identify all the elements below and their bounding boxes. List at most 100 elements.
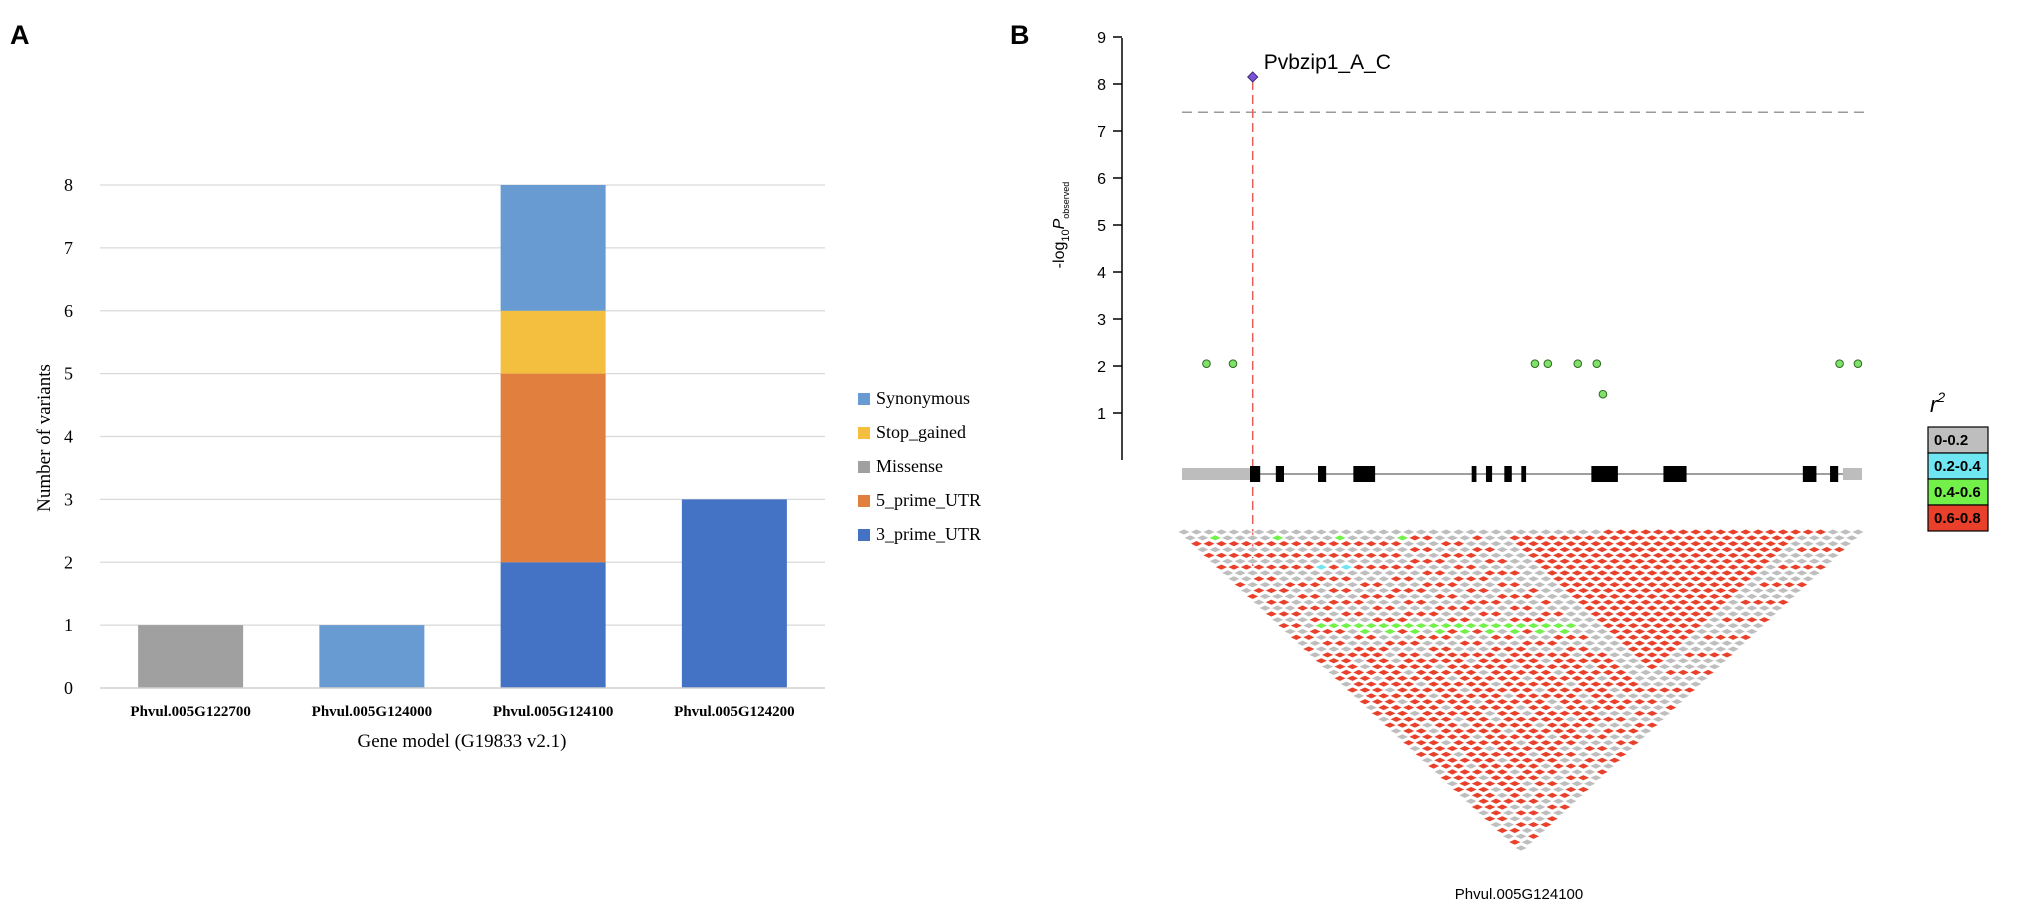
ld-cell [1576, 552, 1591, 559]
ld-cell [1532, 733, 1547, 741]
ld-cell [1258, 534, 1273, 542]
ld-cell [1663, 680, 1678, 688]
ld-cell [1526, 587, 1541, 594]
ld-cell [1520, 838, 1535, 846]
ld-cell [1289, 528, 1304, 536]
ld-cell [1208, 546, 1223, 553]
ld-cell [1283, 604, 1298, 612]
ld-cell [1457, 768, 1472, 776]
ld-cell [1482, 569, 1497, 577]
ld-cell [1738, 575, 1753, 583]
ld-cell [1570, 710, 1585, 717]
ld-cell [1233, 581, 1248, 588]
x-axis-title: Gene model (G19833 v2.1) [358, 731, 567, 752]
ld-cell [1258, 569, 1273, 577]
ld-cell [1682, 616, 1697, 624]
ld-cell [1701, 528, 1716, 536]
ld-cell [1701, 657, 1716, 664]
ld-cell [1576, 716, 1591, 723]
ld-cell [1588, 645, 1603, 653]
snp-points [1202, 71, 1863, 399]
ld-cell [1489, 751, 1503, 758]
ld-cell [1389, 716, 1404, 723]
ld-cell [1557, 581, 1572, 588]
ld-cell [1738, 587, 1753, 594]
ld-cell [1520, 546, 1535, 553]
ld-cell [1345, 616, 1360, 624]
ld-cell [1744, 604, 1759, 612]
ld-cell [1445, 616, 1460, 624]
bar-segment [500, 562, 606, 688]
ld-cell [1726, 645, 1741, 653]
ld-cell [1526, 669, 1541, 676]
bars [138, 185, 787, 688]
ld-cell [1326, 645, 1341, 653]
ld-cell [1339, 669, 1354, 676]
ld-cell [1682, 686, 1697, 694]
ld-cell [1651, 692, 1666, 700]
ld-cell [1545, 616, 1560, 624]
ld-cell [1613, 610, 1628, 618]
gene-exon [1250, 466, 1261, 482]
ld-cell [1202, 528, 1216, 536]
ld-cell [1364, 634, 1379, 641]
ld-cell [1676, 598, 1691, 606]
ld-cell [1301, 598, 1316, 606]
ld-cell [1732, 546, 1747, 553]
ld-cell [1651, 622, 1666, 629]
ld-cell [1470, 558, 1485, 565]
ld-cell [1551, 727, 1566, 735]
ld-cell [1251, 575, 1266, 583]
ld-cell [1389, 598, 1404, 606]
ld-cell [1370, 593, 1385, 600]
ld-cell [1532, 686, 1547, 694]
ld-cell [1407, 721, 1422, 729]
ld-cell [1526, 797, 1541, 805]
ld-cell [1532, 628, 1547, 635]
ld-cell [1289, 563, 1304, 571]
ld-cell [1382, 546, 1397, 553]
ld-cell [1582, 558, 1597, 565]
ld-cell [1258, 593, 1273, 600]
ld-cell [1464, 645, 1479, 653]
ld-cell [1595, 745, 1610, 752]
ld-cell [1551, 587, 1566, 594]
ld-cell [1576, 540, 1591, 547]
ld-cell [1557, 780, 1572, 787]
ld-cell [1570, 698, 1585, 705]
ld-cell [1713, 598, 1728, 606]
ld-cell [1532, 768, 1547, 776]
ld-cell [1295, 593, 1310, 600]
ld-cell [1601, 727, 1616, 735]
ld-cell [1195, 546, 1210, 553]
ld-cell [1407, 663, 1422, 670]
ld-cell [1358, 651, 1372, 659]
ld-cell [1320, 639, 1335, 647]
ld-cell [1526, 575, 1541, 583]
ld-cell [1345, 558, 1360, 565]
ld-cell [1326, 587, 1341, 594]
ld-cell [1776, 528, 1791, 536]
ld-cell [1426, 540, 1441, 547]
ld-cell [1326, 669, 1341, 676]
ld-cell [1551, 622, 1566, 629]
ld-cell [1495, 604, 1510, 612]
ld-cell [1563, 645, 1578, 653]
ld-cell [1682, 593, 1697, 600]
ld-cell [1376, 645, 1391, 653]
ld-cell [1676, 610, 1691, 618]
ld-cell [1351, 669, 1366, 676]
ld-cell [1451, 727, 1466, 735]
ld-cell [1507, 838, 1522, 846]
ld-cell [1426, 645, 1441, 653]
ld-cell [1276, 528, 1291, 536]
ld-cell [1732, 569, 1747, 577]
ld-cell [1432, 651, 1447, 659]
ld-cell [1439, 528, 1454, 536]
ld-cell [1545, 792, 1560, 799]
ld-cell [1663, 645, 1678, 653]
ld-cell [1251, 552, 1266, 559]
ld-cell [1526, 552, 1541, 559]
ld-cell [1264, 575, 1279, 583]
ld-cell [1595, 546, 1610, 553]
